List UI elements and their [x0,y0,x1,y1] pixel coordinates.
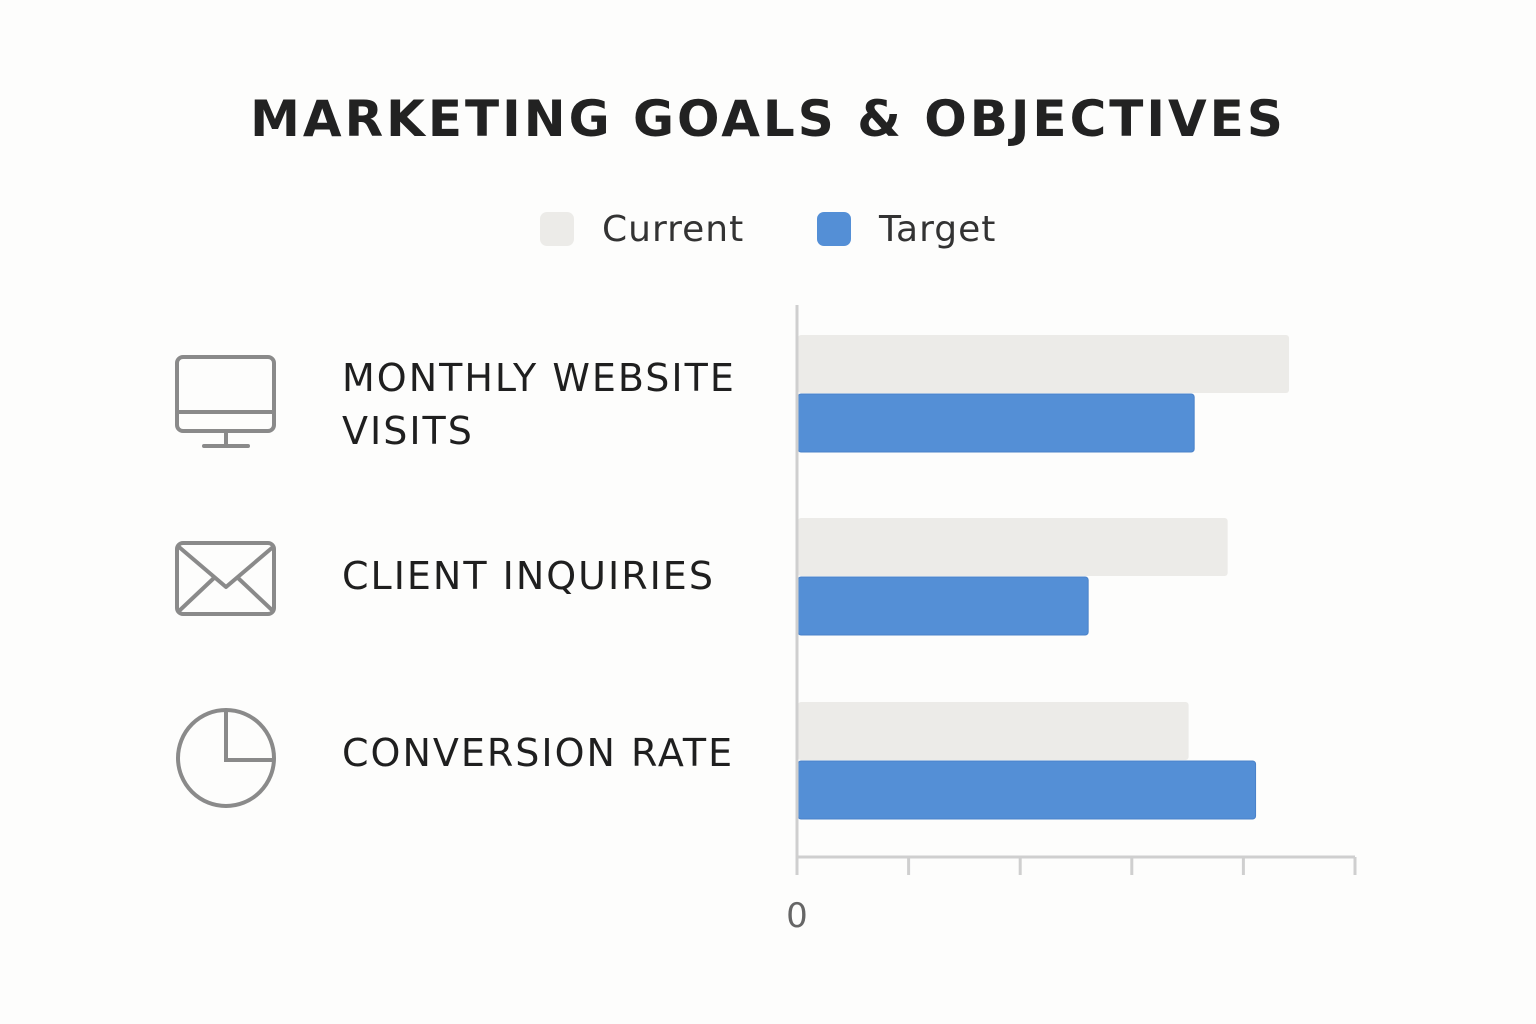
legend-label-target: Target [879,208,997,250]
bar-current-3 [798,702,1189,760]
bar-current-2 [798,518,1228,576]
legend: Current Target [0,205,1536,253]
row-label-conversion-rate: CONVERSION RATE [342,731,735,775]
bar-target-3 [797,760,1257,820]
legend-label-current: Current [602,208,745,250]
legend-item-current: Current [540,205,744,253]
bar-current-1 [798,335,1290,393]
chart-title: MARKETING GOALS & OBJECTIVES [250,90,1286,148]
row-label-monthly-website-visits: MONTHLY WEBSITE VISITS [342,356,736,453]
legend-item-target: Target [817,205,996,253]
pie-chart-icon [176,708,276,808]
legend-swatch-current [540,212,574,246]
bar-target-1 [797,393,1195,453]
x-tick-label-0: 0 [786,896,808,936]
legend-swatch-target [817,212,851,246]
row-label-client-inquiries: CLIENT INQUIRIES [342,554,715,598]
envelope-icon [175,541,276,616]
bar-target-2 [797,576,1089,636]
monitor-icon [175,355,276,448]
